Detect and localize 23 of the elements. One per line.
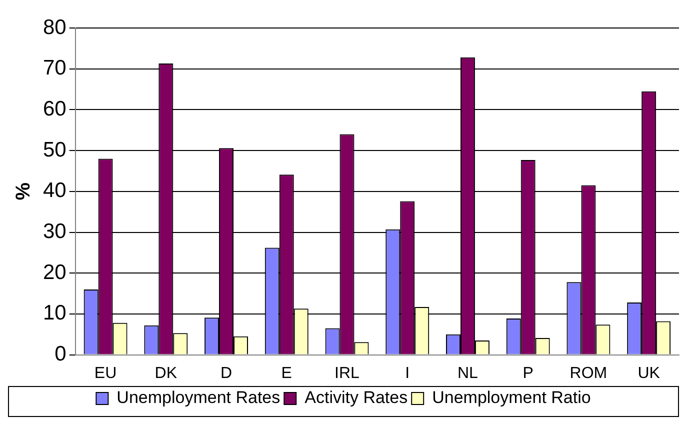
x-tick-label: E [281,364,292,382]
x-tick-label: IRL [334,364,360,382]
legend-label: Unemployment Rates [116,388,280,408]
y-tick-label: 40 [43,179,66,202]
y-tick-label: 80 [43,16,66,39]
y-tick-label: 10 [43,302,66,325]
y-tick-label: 60 [43,97,66,120]
legend-label: Unemployment Ratio [432,388,591,408]
y-axis-title: % [12,182,35,200]
y-tick-label: 30 [43,220,66,244]
legend-label: Activity Rates [304,388,408,408]
x-tick-label: DK [154,364,178,382]
y-tick-label: 0 [54,342,66,366]
x-tick-label: ROM [570,364,608,382]
y-tick-label: 50 [43,138,66,162]
x-tick-label: UK [638,364,660,382]
y-tick-label: 20 [43,260,66,284]
y-tick-label: 70 [43,56,66,80]
x-tick-label: I [405,364,410,382]
x-tick-label: EU [94,364,117,382]
x-tick-label: NL [458,364,478,382]
x-tick-label: P [522,364,534,382]
x-tick-label: D [220,364,232,382]
